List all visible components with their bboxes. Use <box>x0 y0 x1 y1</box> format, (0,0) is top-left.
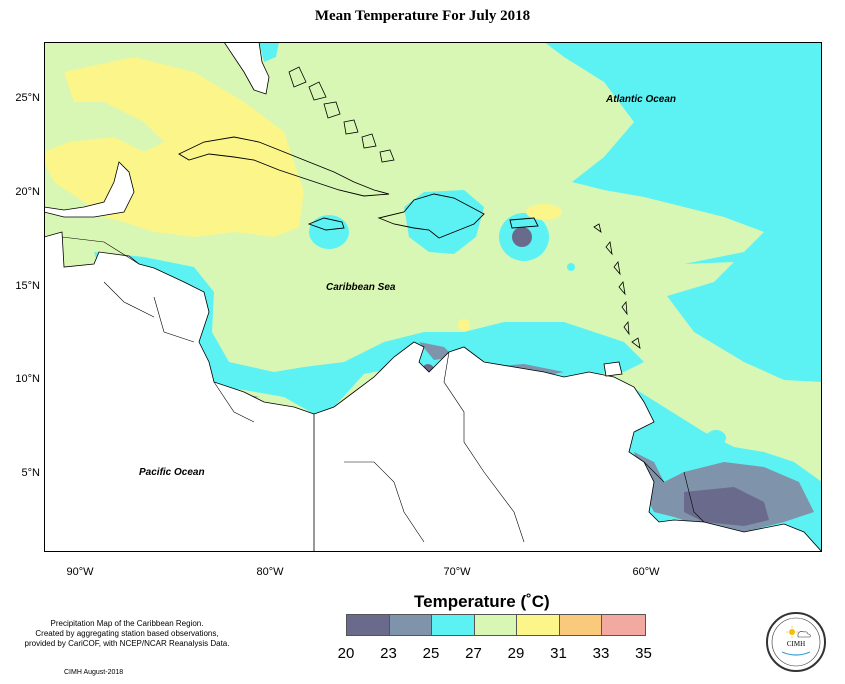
lat-label-25n: 25°N <box>15 92 40 104</box>
lon-label-60w: 60°W <box>632 566 660 578</box>
legend-tick-35: 35 <box>635 645 652 662</box>
legend-swatch-6 <box>602 615 645 635</box>
temp-field-27-hispaniola <box>404 190 484 254</box>
map-title: Mean Temperature For July 2018 <box>314 8 531 24</box>
legend-tick-25: 25 <box>422 645 440 662</box>
legend-swatch-1 <box>389 615 432 635</box>
legend-tick-20: 20 <box>337 645 355 662</box>
lat-label-20n: 20°N <box>15 186 40 198</box>
land-puertorico <box>509 217 539 229</box>
legend-swatch-4 <box>517 615 560 635</box>
land-south-america <box>313 341 822 552</box>
label-atlantic-ocean: Atlantic Ocean <box>606 94 677 105</box>
temp-field-27-central-america <box>94 252 644 414</box>
label-caribbean-sea: Caribbean Sea <box>326 282 396 293</box>
legend-swatch-0 <box>347 615 390 635</box>
temp-field-31-dot <box>458 319 470 331</box>
legend-tick-27: 27 <box>465 645 482 662</box>
note-line-1: Precipitation Map of the Caribbean Regio… <box>50 619 204 628</box>
country-borders <box>61 236 705 543</box>
temp-field-27-jamaica <box>309 215 349 249</box>
land-bahamas <box>288 66 395 163</box>
legend-tick-31: 31 <box>550 645 567 662</box>
legend-title: Temperature (˚C) <box>414 592 550 611</box>
legend-swatch-5 <box>559 615 602 635</box>
land-trinidad <box>603 361 623 377</box>
lat-label-5n: 5°N <box>21 467 40 479</box>
label-pacific-ocean: Pacific Ocean <box>139 467 205 478</box>
note-line-3: provided by CariCOF, with NCEP/NCAR Rean… <box>24 639 230 648</box>
logo-text: CIMH <box>786 640 806 648</box>
legend-colorbar <box>346 614 646 636</box>
temp-field-20-guiana <box>684 487 769 526</box>
land-jamaica <box>307 217 345 231</box>
lon-label-80w: 80°W <box>256 566 284 578</box>
land-florida <box>223 42 270 95</box>
temp-field-27-spot <box>706 430 726 446</box>
temp-field-27-atlantic-gap <box>624 262 734 302</box>
temp-field-31-virgin <box>526 204 562 220</box>
temperature-map <box>44 42 822 552</box>
lon-label-70w: 70°W <box>443 566 471 578</box>
temp-field-27-atlantic <box>544 42 822 382</box>
land-cuba <box>178 136 390 197</box>
lon-label-90w: 90°W <box>66 566 94 578</box>
legend-swatch-3 <box>474 615 517 635</box>
legend-tick-23: 23 <box>380 645 397 662</box>
lat-label-10n: 10°N <box>15 373 40 385</box>
temp-field-27-florida <box>259 42 279 62</box>
temp-field-27-dot <box>567 263 575 271</box>
credit-text: CIMH August-2018 <box>64 669 124 676</box>
note-line-2: Created by aggregating station based obs… <box>35 629 219 638</box>
temp-field-20-puertorico <box>512 227 532 247</box>
lat-label-15n: 15°N <box>15 280 40 292</box>
map-note: Precipitation Map of the Caribbean Regio… <box>14 619 240 649</box>
legend-swatch-2 <box>432 615 475 635</box>
sun-cloud-icon <box>771 617 821 667</box>
land-lesser-antilles <box>593 223 641 349</box>
legend-tick-33: 33 <box>592 645 610 662</box>
cimh-logo: CIMH <box>766 612 826 672</box>
legend-tick-29: 29 <box>507 645 525 662</box>
land-hispaniola <box>377 193 485 239</box>
